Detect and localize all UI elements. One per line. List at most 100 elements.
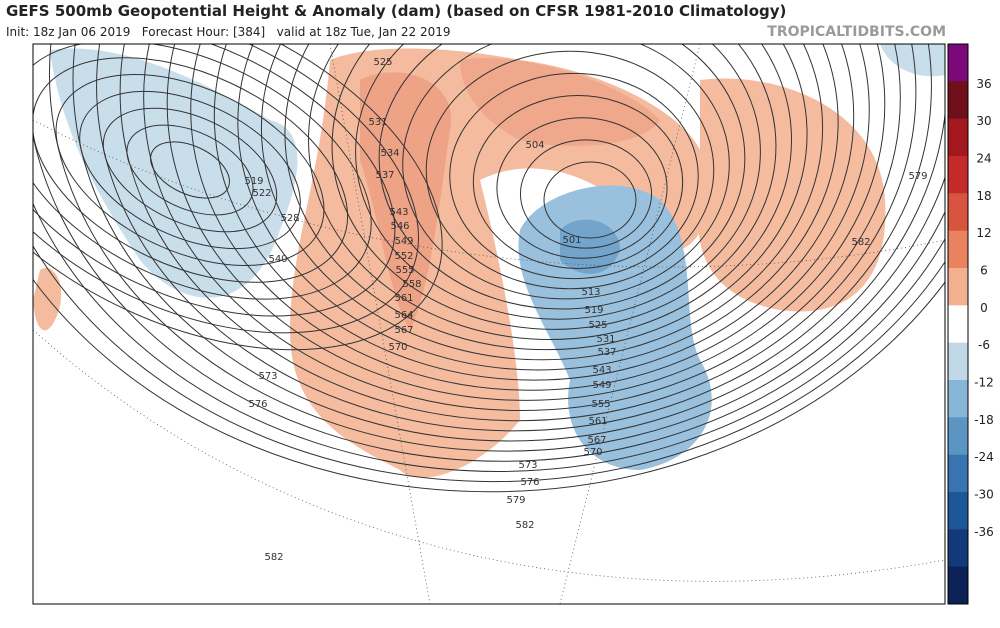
contour-line — [190, 44, 870, 391]
contour-line — [150, 141, 230, 199]
colorbar-swatch — [948, 342, 968, 381]
colorbar-swatch — [948, 566, 968, 605]
colorbar-swatch — [948, 193, 968, 232]
contour-line — [33, 244, 945, 482]
colorbar-swatch — [948, 529, 968, 568]
colorbar-swatch — [948, 305, 968, 344]
contour-line — [260, 44, 824, 361]
contour-label: 555 — [591, 399, 610, 410]
contour-label: 531 — [368, 117, 387, 128]
colorbar-swatch — [948, 417, 968, 456]
contour-label: 582 — [264, 552, 283, 563]
contour-label: 525 — [373, 57, 392, 68]
contour-label: 528 — [280, 213, 299, 224]
contour-label: 558 — [402, 279, 421, 290]
contour-line — [79, 90, 301, 250]
subtitle: Init: 18z Jan 06 2019 Forecast Hour: [38… — [6, 25, 451, 39]
contour-label: 513 — [581, 287, 600, 298]
contour-label: 543 — [389, 207, 408, 218]
colorbar-label: 12 — [976, 226, 991, 240]
colorbar-swatch — [948, 156, 968, 194]
contour-label: 564 — [394, 310, 413, 321]
colorbar-label: 36 — [976, 77, 991, 91]
contour-label: 546 — [390, 221, 409, 232]
contour-line — [49, 44, 945, 452]
contour-label: 561 — [588, 416, 607, 427]
contour-label: 555 — [395, 265, 414, 276]
contour-label: 579 — [506, 495, 525, 506]
contour-label: 570 — [583, 447, 602, 458]
contour-line — [378, 44, 746, 310]
map — [33, 44, 945, 604]
contour-line — [33, 44, 396, 317]
contour-label: 576 — [248, 399, 267, 410]
contour-line — [284, 44, 808, 351]
colorbar-swatch — [948, 268, 968, 306]
contour-label: 543 — [592, 365, 611, 376]
contour-line — [213, 44, 855, 381]
map-frame — [32, 43, 946, 605]
colorbar-label: 30 — [976, 114, 991, 128]
contour-label: 504 — [525, 140, 544, 151]
colorbar-label: 24 — [976, 152, 991, 166]
contour-line — [96, 44, 932, 432]
colorbar-swatch — [948, 44, 968, 82]
contour-line — [449, 72, 699, 280]
colorbar-label: -6 — [978, 338, 990, 352]
contour-label: 537 — [375, 170, 394, 181]
colorbar-label: -30 — [974, 488, 994, 502]
contour-line — [72, 44, 945, 442]
contour-line — [308, 44, 792, 340]
contour-label: 561 — [394, 293, 413, 304]
contour-line — [166, 44, 886, 401]
contour-label: 567 — [587, 435, 606, 446]
contour-line — [543, 161, 637, 239]
contour-label: 549 — [592, 380, 611, 391]
colorbar-label: -24 — [974, 450, 994, 464]
contour-line — [126, 124, 254, 216]
colorbar-label: 6 — [980, 264, 988, 278]
colorbar-label: -36 — [974, 525, 994, 539]
contour-line — [496, 117, 668, 259]
contour-label: 531 — [596, 334, 615, 345]
colorbar-label: 18 — [976, 189, 991, 203]
title: GEFS 500mb Geopotential Height & Anomaly… — [6, 2, 786, 20]
contour-line — [237, 44, 839, 371]
contour-label: 573 — [518, 460, 537, 471]
colorbar-frame — [947, 43, 969, 605]
colorbar-swatch — [948, 492, 968, 530]
contour-label: 534 — [380, 148, 399, 159]
contour-line — [119, 44, 917, 422]
brand: TROPICALTIDBITS.COM — [767, 24, 946, 40]
contour-label: 573 — [258, 371, 277, 382]
colorbar-swatch — [948, 380, 968, 418]
contour-line — [355, 44, 761, 320]
contour-label: 552 — [394, 251, 413, 262]
contour-label: 540 — [268, 254, 287, 265]
contour-label: 522 — [252, 188, 271, 199]
colorbar-label: -18 — [974, 413, 994, 427]
contour-label: 567 — [394, 325, 413, 336]
contour-line — [55, 74, 325, 266]
colorbar-swatch — [948, 81, 968, 120]
colorbar: 36 30 24 18 12 6 0 -6 -12 -18 -24 -30 -36 — [947, 43, 994, 605]
contour-line — [33, 132, 945, 462]
contour-label: 537 — [597, 347, 616, 358]
colorbar-swatch — [948, 118, 968, 157]
contour-label: 519 — [584, 305, 603, 316]
contour-line — [33, 57, 349, 283]
contour-line — [143, 44, 901, 411]
contour-line — [33, 44, 419, 334]
contour-label: 576 — [520, 477, 539, 488]
contour-label: 549 — [394, 236, 413, 247]
contour-line — [33, 278, 945, 493]
colorbar-label: -12 — [974, 376, 994, 390]
contour-line — [425, 50, 715, 290]
contour-line — [102, 107, 278, 233]
colorbar-label: 0 — [980, 301, 988, 315]
contour-label: 501 — [562, 235, 581, 246]
contour-label: 519 — [244, 176, 263, 187]
contour-label: 582 — [851, 237, 870, 248]
contour-line — [472, 95, 684, 269]
